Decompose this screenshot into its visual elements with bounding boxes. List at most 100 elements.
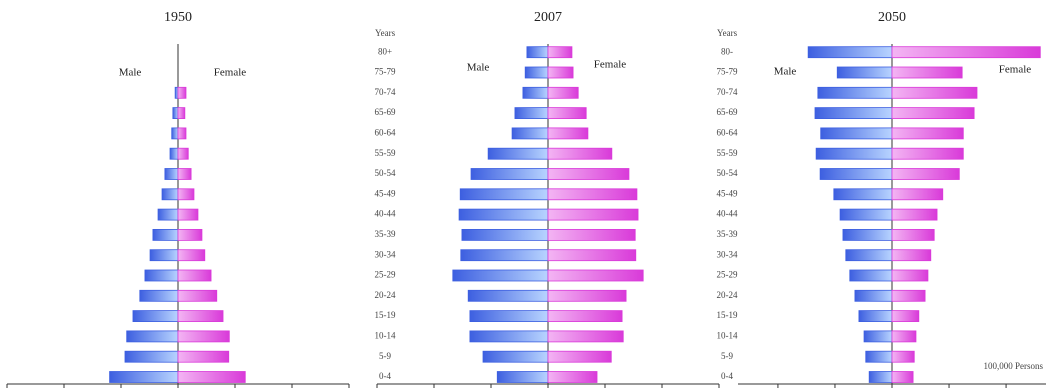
y-tick-label: 10-14 (375, 330, 396, 340)
female-bar (177, 107, 186, 119)
female-bar (891, 46, 1041, 59)
female-bar (177, 330, 230, 343)
chart-title: 2050 (878, 10, 906, 25)
female-bar (891, 269, 929, 282)
female-bar (547, 168, 630, 180)
annotation: 100,000 Persons (983, 361, 1043, 371)
female-bar (547, 228, 636, 241)
y-tick-label: 60-64 (375, 127, 396, 137)
y-tick-label: 75-79 (717, 67, 738, 77)
y-tick-label: 80- (721, 46, 733, 56)
female-bar (177, 228, 203, 241)
male-bar (807, 46, 893, 59)
male-bar (482, 350, 549, 363)
female-bar (177, 127, 187, 140)
y-tick-label: 15-19 (717, 310, 738, 320)
male-bar (863, 330, 893, 343)
y-tick-label: 35-39 (375, 229, 396, 239)
y-tick-label: 50-54 (375, 168, 396, 178)
y-tick-label: 80+ (378, 46, 392, 56)
male-bar (132, 310, 179, 323)
female-bar (891, 107, 975, 119)
legend-label: Female (214, 67, 246, 79)
male-bar (524, 66, 549, 79)
male-bar (149, 249, 179, 262)
y-tick-label: 5-9 (721, 351, 733, 361)
y-tick-label: 5-9 (379, 351, 391, 361)
female-bar (891, 208, 938, 221)
male-bar (849, 269, 893, 282)
female-bar (547, 371, 598, 383)
female-bar (177, 147, 189, 160)
legend-label: Male (774, 66, 797, 78)
chart-title: 2007 (534, 10, 562, 25)
female-bar (891, 228, 935, 241)
y-tick-label: 50-54 (717, 168, 738, 178)
male-bar (817, 86, 893, 99)
female-bar (177, 208, 199, 221)
legend-label: Female (999, 64, 1031, 76)
male-bar (814, 107, 893, 119)
female-bar (547, 330, 624, 343)
y-tick-label: 55-59 (375, 148, 396, 158)
male-bar (496, 371, 549, 383)
female-bar (891, 66, 963, 79)
legend-label: Male (119, 67, 142, 79)
female-bar (177, 188, 195, 201)
y-tick-label: 20-24 (717, 290, 738, 300)
female-bar (891, 147, 964, 160)
female-bar (891, 371, 914, 383)
male-bar (833, 188, 893, 201)
y-tick-label: 75-79 (375, 67, 396, 77)
male-bar (854, 289, 893, 302)
female-bar (547, 350, 612, 363)
female-bar (177, 168, 192, 180)
female-bar (891, 188, 944, 201)
female-bar (177, 310, 224, 323)
female-bar (547, 107, 587, 119)
female-bar (547, 269, 644, 282)
female-bar (177, 86, 187, 99)
female-bar (891, 350, 915, 363)
female-bar (547, 147, 613, 160)
male-bar (842, 228, 893, 241)
legend-label: Female (594, 59, 626, 71)
y-tick-label: 60-64 (717, 127, 738, 137)
male-bar (820, 127, 893, 140)
y-tick-label: 70-74 (375, 87, 396, 97)
female-bar (547, 208, 639, 221)
y-tick-label: 20-24 (375, 290, 396, 300)
female-bar (547, 310, 623, 323)
male-bar (139, 289, 179, 302)
male-bar (460, 249, 549, 262)
female-bar (177, 249, 206, 262)
male-bar (514, 107, 549, 119)
chart-title: 1950 (164, 10, 192, 25)
male-bar (487, 147, 549, 160)
y-tick-label: 25-29 (375, 270, 396, 280)
male-bar (868, 371, 893, 383)
female-bar (547, 188, 638, 201)
y-tick-label: 0-4 (379, 371, 391, 381)
y-tick-label: 25-29 (717, 270, 738, 280)
y-tick-label: 45-49 (717, 188, 738, 198)
male-bar (126, 330, 179, 343)
y-tick-label: 15-19 (375, 310, 396, 320)
male-bar (152, 228, 179, 241)
male-bar (124, 350, 179, 363)
male-bar (839, 208, 893, 221)
male-bar (865, 350, 893, 363)
y-tick-label: 65-69 (717, 107, 738, 117)
male-bar (452, 269, 549, 282)
female-bar (891, 249, 932, 262)
male-bar (459, 188, 549, 201)
female-bar (547, 127, 589, 140)
y-tick-label: 40-44 (375, 209, 396, 219)
female-bar (547, 249, 637, 262)
y-tick-label: 35-39 (717, 229, 738, 239)
female-bar (547, 66, 574, 79)
male-bar (845, 249, 893, 262)
male-bar (858, 310, 893, 323)
y-axis-label: Years (375, 28, 396, 38)
